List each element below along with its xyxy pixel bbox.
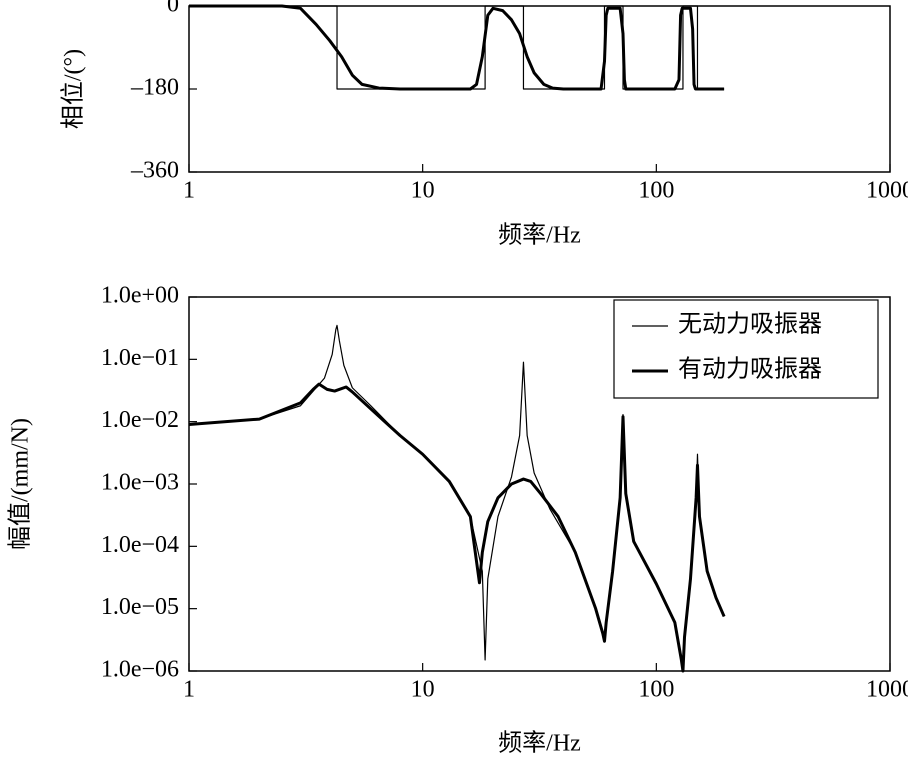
legend-label: 无动力吸振器 xyxy=(678,311,822,338)
y-tick-label: 1.0e−04 xyxy=(101,532,179,558)
data-line xyxy=(188,382,726,673)
y-tick-label: 1.0e−01 xyxy=(101,345,179,371)
x-tick-label: 1 xyxy=(183,677,195,703)
x-tick-label: 1000 xyxy=(866,677,908,703)
y-tick-label: 1.0e−06 xyxy=(101,657,179,683)
y-tick-label: 1.0e−05 xyxy=(101,594,179,620)
x-tick-label: 1 xyxy=(183,178,195,204)
x-tick-label: 10 xyxy=(411,677,435,703)
y-tick-label: 1.0e−03 xyxy=(101,470,179,496)
legend-label: 有动力吸振器 xyxy=(678,356,822,383)
x-tick-label: 10 xyxy=(411,178,435,204)
x-axis-label: 频率/Hz xyxy=(498,730,581,757)
x-tick-label: 100 xyxy=(638,178,674,204)
x-tick-label: 1000 xyxy=(866,178,908,204)
y-tick-label: 1.0e−02 xyxy=(101,407,179,433)
y-tick-label: 1.0e+00 xyxy=(101,283,179,309)
x-tick-label: 100 xyxy=(638,677,674,703)
data-line xyxy=(189,4,725,91)
legend-box xyxy=(613,299,879,399)
y-axis-label: 相位/(°) xyxy=(60,49,87,129)
y-tick-label: –180 xyxy=(130,75,179,101)
y-tick-label: –360 xyxy=(130,158,179,184)
y-tick-label: 0 xyxy=(167,0,179,18)
y-axis-label: 幅值/(mm/N) xyxy=(7,418,34,550)
data-line xyxy=(189,5,725,90)
x-axis-label: 频率/Hz xyxy=(498,222,581,249)
